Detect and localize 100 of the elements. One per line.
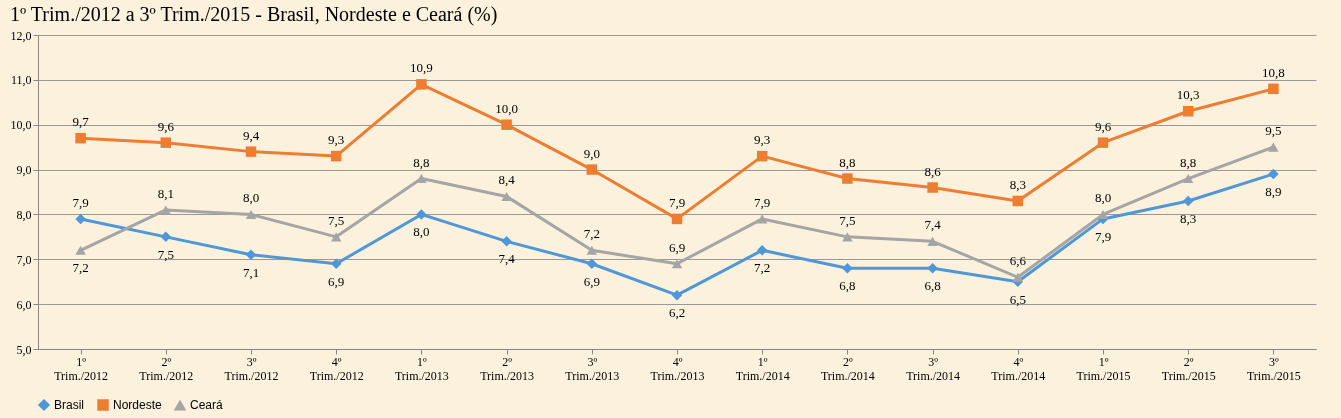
data-label: 7,4	[498, 251, 516, 267]
data-label: 8,8	[413, 154, 430, 170]
point	[842, 173, 853, 184]
data-label: 6,9	[583, 273, 600, 289]
data-label: 7,5	[839, 212, 856, 228]
legend-label: Ceará	[190, 398, 224, 413]
data-label: 9,5	[1265, 123, 1282, 139]
data-label: 8,1	[157, 185, 174, 201]
x-tick-label: 4º Trim./2012	[309, 354, 364, 383]
legend-label: Brasil	[54, 398, 85, 412]
data-label: 8,8	[1180, 154, 1197, 170]
point	[330, 232, 342, 242]
data-label: 6,5	[1009, 291, 1026, 307]
point	[416, 209, 427, 220]
point	[586, 164, 598, 175]
data-label: 7,1	[242, 264, 260, 280]
point	[1182, 195, 1194, 207]
x-tick-label: 2º Trim./2012	[139, 354, 194, 383]
point	[671, 289, 683, 301]
x-tick-label: 4º Trim./2013	[650, 354, 705, 383]
point	[416, 79, 427, 90]
data-label: 7,5	[328, 212, 345, 228]
point	[671, 259, 683, 269]
chart-title: 1º Trim./2012 a 3º Trim./2015 - Brasil, Nordeste e Ceará (%)	[10, 3, 498, 26]
y-tick-label: 11,0	[10, 73, 32, 88]
point	[756, 245, 768, 256]
y-tick-label: 7,0	[16, 252, 32, 267]
data-label: 7,9	[668, 194, 686, 210]
data-label: 7,9	[72, 194, 89, 210]
data-label: 9,6	[157, 118, 175, 134]
point	[586, 245, 598, 255]
data-label: 9,7	[72, 114, 90, 130]
y-tick-label: 5,0	[16, 342, 32, 357]
data-label: 6,8	[924, 278, 941, 294]
point	[671, 213, 683, 225]
data-label: 10,9	[410, 60, 433, 76]
y-tick-label: 8,0	[16, 207, 32, 222]
legend-label: Nordeste	[113, 398, 163, 412]
data-label: 8,4	[498, 172, 516, 188]
point	[501, 119, 512, 130]
point	[842, 232, 853, 242]
data-label: 8,0	[413, 224, 430, 240]
x-tick-label: 3º Trim./2014	[906, 354, 961, 383]
data-label: 7,2	[583, 226, 600, 242]
point	[927, 263, 938, 274]
data-label: 8,6	[924, 163, 942, 179]
data-label: 8,0	[1094, 190, 1112, 206]
point	[927, 236, 938, 246]
point	[245, 146, 257, 157]
point	[160, 231, 172, 243]
point	[245, 209, 257, 219]
x-tick-label: 3º Trim./2012	[224, 354, 279, 383]
point	[330, 258, 342, 270]
data-label: 10,3	[1176, 87, 1200, 103]
point	[756, 214, 768, 224]
point	[330, 150, 342, 162]
data-label: 7,9	[1094, 228, 1112, 244]
point	[501, 236, 512, 247]
data-label: 9,6	[1094, 118, 1112, 134]
point	[927, 182, 938, 193]
point	[75, 132, 86, 144]
data-label: 6,8	[839, 278, 856, 294]
y-tick-label: 12,0	[10, 28, 32, 43]
x-tick-label: 1º Trim./2013	[394, 354, 449, 383]
point	[1012, 272, 1024, 282]
point	[75, 245, 86, 255]
data-label: 9,3	[754, 132, 771, 148]
data-label: 7,5	[157, 246, 174, 262]
y-tick-label: 10,0	[10, 118, 32, 133]
data-label: 10,0	[495, 100, 518, 116]
y-tick-label: 9,0	[16, 163, 32, 178]
point	[75, 213, 86, 225]
x-tick-label: 1º Trim./2012	[54, 354, 109, 383]
data-label: 7,4	[924, 217, 942, 233]
data-label: 8,3	[1180, 210, 1197, 226]
point	[1268, 83, 1279, 95]
x-tick-label: 2º Trim./2015	[1161, 354, 1216, 383]
data-label: 7,2	[72, 260, 89, 276]
data-label: 6,2	[668, 305, 686, 321]
point	[842, 263, 853, 274]
point	[756, 150, 768, 162]
point	[1182, 106, 1194, 117]
data-label: 8,0	[242, 190, 260, 206]
x-tick-label: 3º Trim./2013	[565, 354, 620, 383]
data-label: 9,3	[328, 132, 345, 148]
data-label: 8,3	[1009, 176, 1026, 192]
point	[245, 249, 257, 261]
data-label: 7,2	[754, 260, 771, 276]
data-label: 8,9	[1265, 184, 1282, 200]
data-label: 8,8	[839, 154, 856, 170]
data-label: 6,6	[1009, 253, 1027, 269]
x-tick-label: 4º Trim./2014	[991, 354, 1046, 383]
y-tick-label: 6,0	[16, 297, 32, 312]
data-label: 6,9	[328, 273, 345, 289]
x-tick-label: 1º Trim./2014	[735, 354, 790, 383]
x-tick-label: 3º Trim./2015	[1246, 354, 1301, 383]
point	[1268, 168, 1279, 180]
data-label: 6,9	[668, 239, 686, 255]
data-label: 10,8	[1262, 64, 1285, 80]
point	[1097, 209, 1109, 219]
